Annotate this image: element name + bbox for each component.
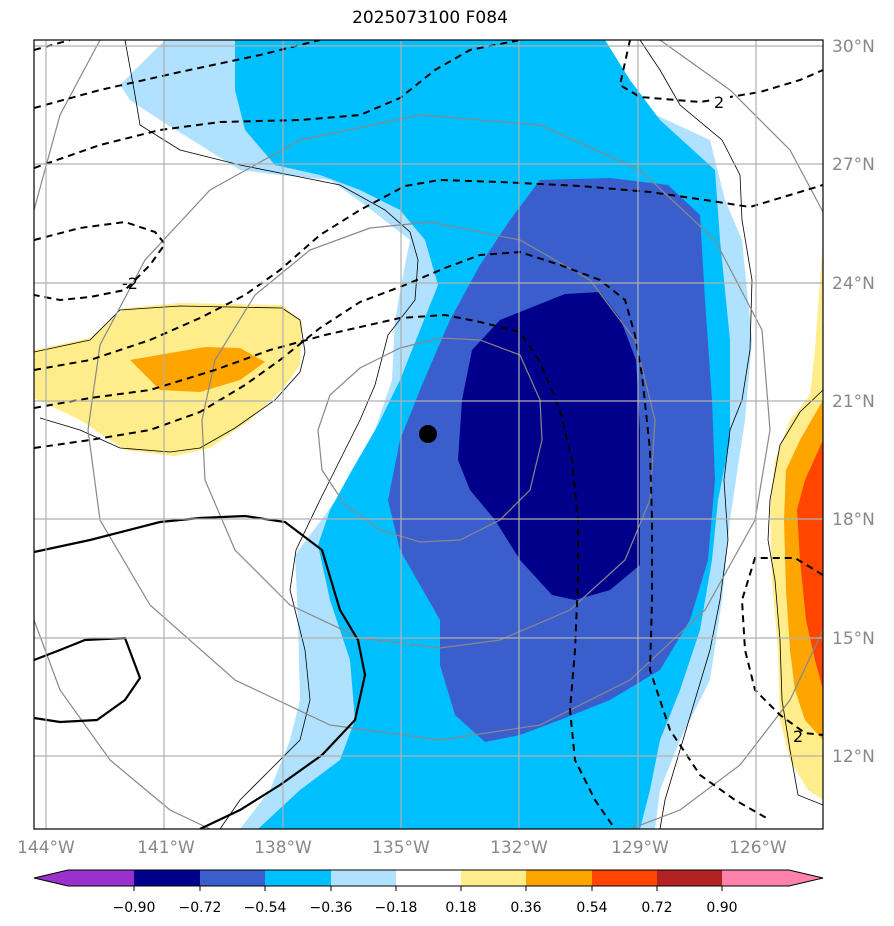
range-ring-1 [317,337,543,543]
x-tick-144W: 144°W [17,838,75,858]
dashed-contour-5 [34,220,167,302]
range-ring-4c [34,619,211,829]
thin-contour-east-yellow [767,389,823,806]
colorbar-extend-low [34,870,68,886]
y-tick-15N: 15°N [832,629,875,649]
colorbar-tick-6: 0.36 [510,900,541,916]
colorbar-segment-0 [68,870,134,886]
dashed-contour-8 [34,250,771,821]
y-tick-27N: 27°N [832,155,875,175]
colorbar-segment-6 [461,870,526,886]
plot-area: 2 -2 2 [34,40,823,829]
colorbar: −0.90 −0.72 −0.54 −0.36 −0.18 0.18 0.36 … [33,869,824,916]
solid-contour-1 [34,514,367,829]
x-tick-141W: 141°W [137,838,195,858]
chart-title: 2025073100 F084 [352,8,508,28]
y-tick-21N: 21°N [832,392,875,412]
plot-frame [33,39,824,830]
range-ring-4d [629,629,823,829]
colorbar-tick-marks [133,886,723,891]
colorbar-tick-5: 0.18 [445,900,476,916]
dashed-contour-6 [34,178,823,371]
colorbar-segment-7 [526,870,592,886]
colorbar-segment-8 [592,870,657,886]
colorbar-tick-1: −0.72 [179,900,222,916]
colorbar-tick-4: −0.18 [375,900,418,916]
thin-contour-west [124,40,419,829]
colorbar-tick-8: 0.72 [641,900,672,916]
contour-label-2: -2 [122,274,138,293]
colorbar-outline [33,869,824,887]
solid-contour-2 [34,636,142,724]
dashed-contour-2 [34,40,71,51]
y-tick-12N: 12°N [832,747,875,767]
contour-label-bg-1 [712,92,730,110]
colorbar-tick-3: −0.36 [310,900,353,916]
contour-label-3: 2 [793,727,803,746]
dashed-contour-7 [34,313,616,829]
x-axis-ticks: 144°W 141°W 138°W 135°W 132°W 129°W 126°… [17,838,787,858]
colorbar-segment-3 [265,870,331,886]
contour-fill-red-east [797,440,823,690]
range-ring-4b [659,40,823,214]
colorbar-segment-10 [722,870,789,886]
colorbar-tick-7: 0.54 [576,900,607,916]
y-tick-18N: 18°N [832,510,875,530]
thin-contour-yellow [34,305,306,453]
colorbar-segment-1 [134,870,200,886]
colorbar-extend-high [789,870,823,886]
dashed-contour-1 [34,40,321,109]
colorbar-segment-9 [657,870,722,886]
colorbar-segment-5 [396,870,461,886]
colorbar-segment-2 [200,870,265,886]
range-ring-4 [34,40,101,211]
contour-fill-dark-blue [458,292,640,600]
x-tick-129W: 129°W [611,838,669,858]
colorbar-tick-9: 0.90 [706,900,737,916]
x-tick-126W: 126°W [729,838,787,858]
thin-boundaries [34,40,823,829]
dashed-contours [34,40,823,829]
thin-contour-east [639,40,753,829]
y-tick-30N: 30°N [832,37,875,57]
grid-lines [34,40,823,829]
contour-label-1: 2 [714,93,724,112]
y-tick-24N: 24°N [832,274,875,294]
dashed-contour-4 [618,40,823,104]
colorbar-tick-2: −0.54 [244,900,287,916]
colorbar-tick-0: −0.90 [113,900,156,916]
dashed-contour-3 [34,40,521,169]
x-tick-132W: 132°W [490,838,548,858]
solid-contours [34,514,367,829]
x-tick-138W: 138°W [254,838,312,858]
storm-center-marker [419,425,437,443]
y-axis-ticks: 30°N 27°N 24°N 21°N 18°N 15°N 12°N [832,37,875,767]
x-tick-135W: 135°W [372,838,430,858]
colorbar-segment-4 [331,870,396,886]
range-ring-3 [87,114,771,741]
